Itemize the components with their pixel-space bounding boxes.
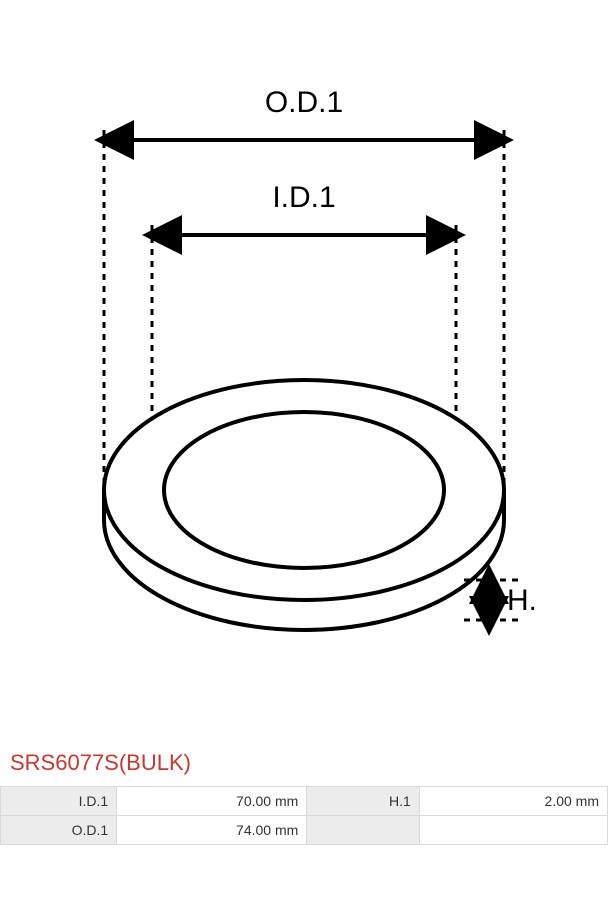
spec-value [419, 816, 607, 845]
spec-label: H.1 [307, 787, 419, 816]
spec-table: I.D.170.00 mmH.12.00 mmO.D.174.00 mm [0, 786, 608, 845]
ring-drawing-svg: O.D.1 I.D.1 H.1 [74, 70, 534, 690]
spec-row: I.D.170.00 mmH.12.00 mm [1, 787, 608, 816]
dimension-diagram: O.D.1 I.D.1 H.1 [0, 70, 608, 690]
spec-row: O.D.174.00 mm [1, 816, 608, 845]
svg-text:I.D.1: I.D.1 [272, 181, 335, 214]
spec-label: O.D.1 [1, 816, 117, 845]
svg-text:O.D.1: O.D.1 [265, 86, 343, 119]
spec-label [307, 816, 419, 845]
spec-value: 70.00 mm [117, 787, 307, 816]
product-code: SRS6077S(BULK) [10, 750, 608, 776]
spec-value: 2.00 mm [419, 787, 607, 816]
spec-label: I.D.1 [1, 787, 117, 816]
spec-value: 74.00 mm [117, 816, 307, 845]
svg-text:H.1: H.1 [507, 584, 534, 617]
